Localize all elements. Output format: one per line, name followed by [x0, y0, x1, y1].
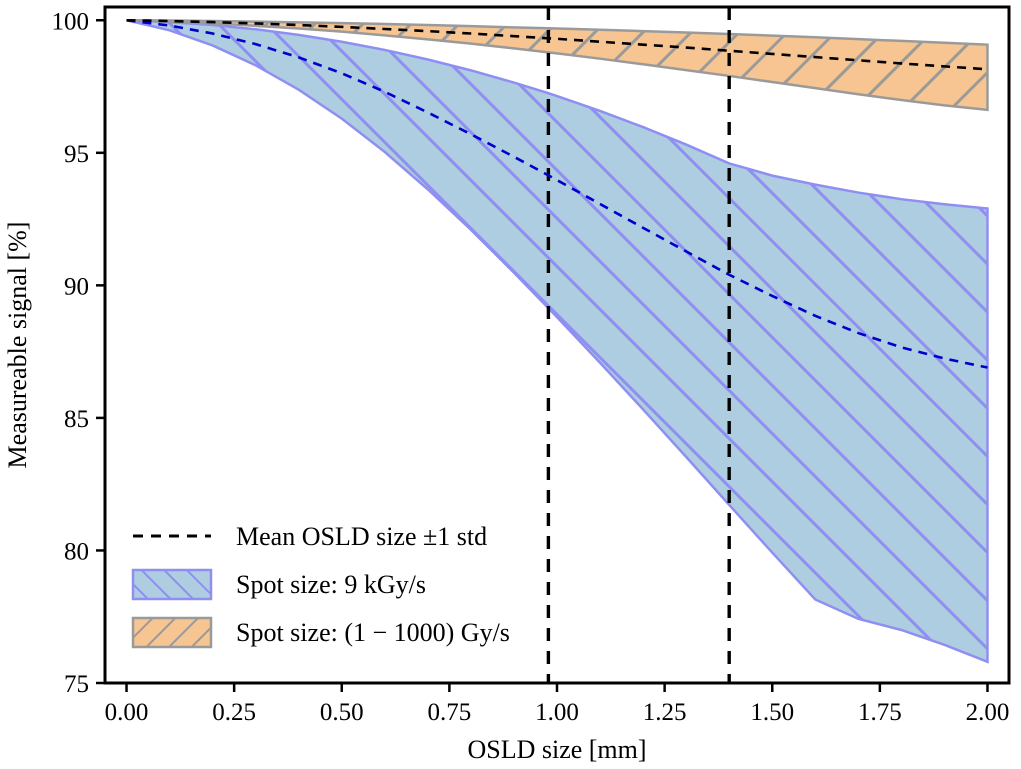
xtick-label: 1.25: [643, 699, 687, 726]
xtick-label: 2.00: [966, 699, 1010, 726]
x-axis-title: OSLD size [mm]: [467, 735, 646, 764]
vertical-reference-lines: [546, 7, 731, 683]
legend-label-1: Spot size: 9 kGy/s: [236, 570, 426, 599]
legend-marker-patch-1: [131, 568, 213, 601]
xtick-label: 1.50: [750, 699, 794, 726]
ytick-label: 100: [52, 8, 90, 35]
ytick-label: 90: [64, 273, 89, 300]
legend: Mean OSLD size ±1 std Spot size: 9 kGy/s S…: [131, 522, 510, 649]
xtick-label: 0.25: [212, 699, 256, 726]
xtick-label: 0.00: [105, 699, 149, 726]
axis-ticks: [96, 19, 989, 692]
xtick-label: 1.00: [535, 699, 579, 726]
data-bands: [126, 19, 989, 664]
xtick-label: 0.50: [320, 699, 364, 726]
ytick-label: 95: [64, 141, 89, 168]
legend-label-0: Mean OSLD size ±1 std: [236, 522, 487, 551]
legend-label-2: Spot size: (1 − 1000) Gy/s: [236, 618, 510, 647]
y-axis-title: Measureable signal [%]: [3, 222, 32, 469]
ytick-label: 75: [64, 671, 89, 698]
xtick-label: 0.75: [428, 699, 472, 726]
band-1: [126, 19, 989, 112]
axis-tick-labels: 0.00 0.25 0.50 0.75 1.00 1.25 1.50 1.75 2.00 75 80…: [52, 8, 1010, 726]
band-0: [126, 19, 989, 664]
ytick-label: 85: [64, 406, 89, 433]
legend-marker-patch-2: [131, 616, 213, 649]
mean-line-1: [126, 18, 988, 71]
xtick-label: 1.75: [858, 699, 902, 726]
mean-lines: [126, 18, 988, 369]
ytick-label: 80: [64, 538, 89, 565]
